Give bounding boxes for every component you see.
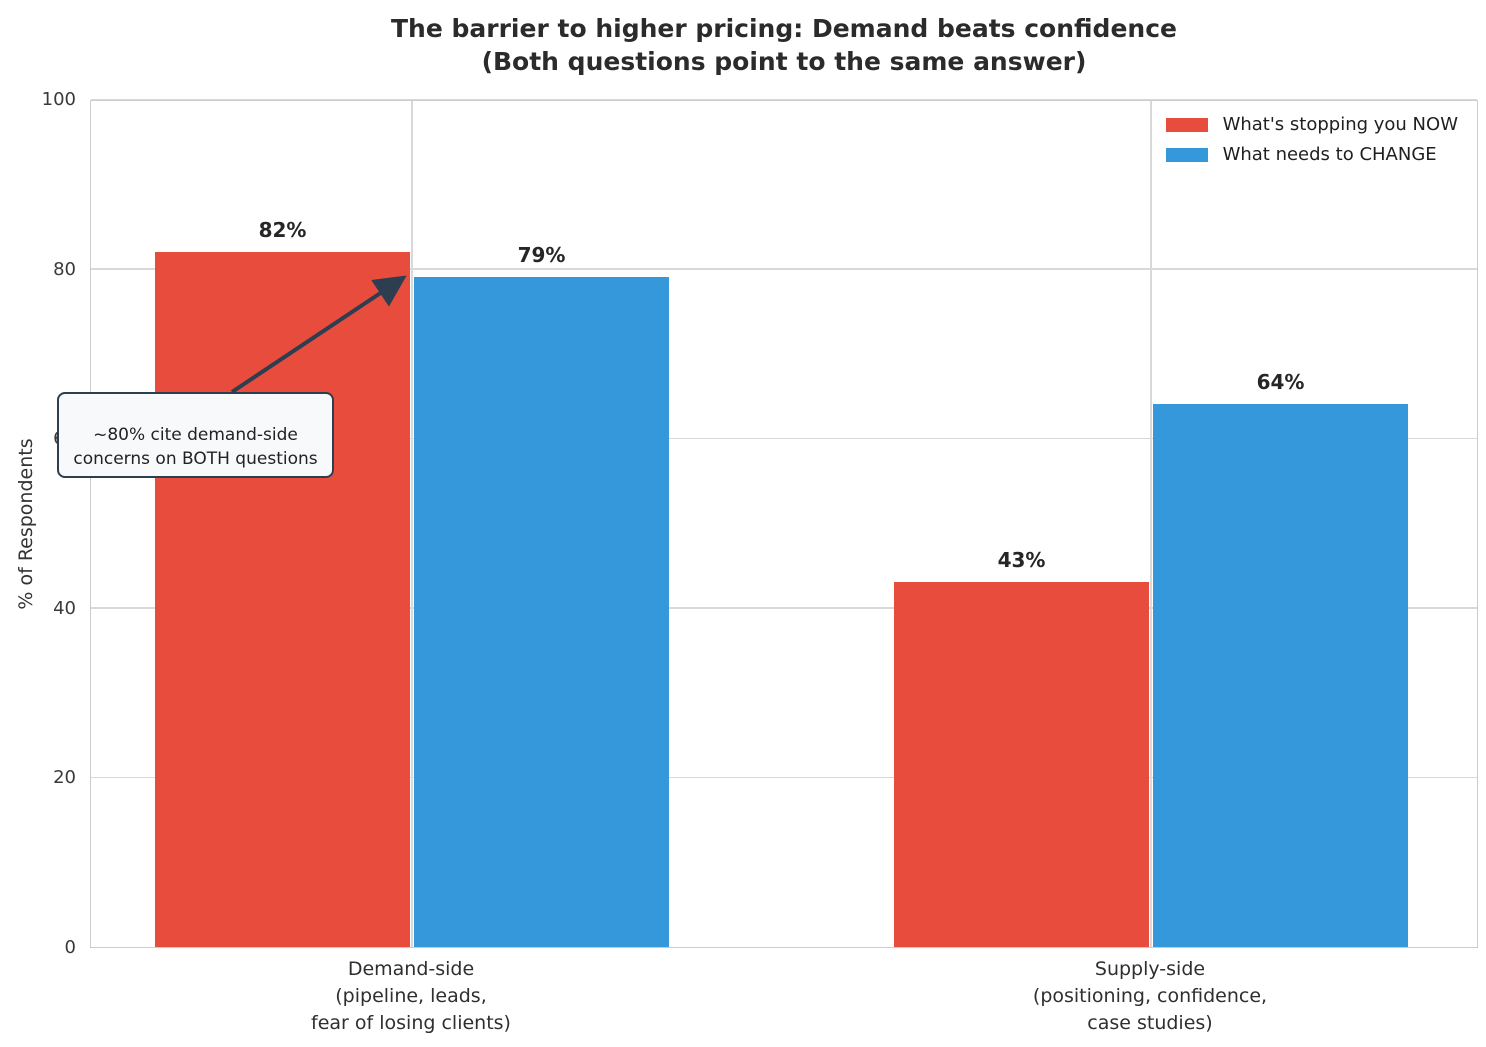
gridline-vertical-0 xyxy=(411,101,413,947)
plot-area: 82% 43% 79% 64% xyxy=(90,98,1478,948)
bar-series0-cat0 xyxy=(155,251,410,947)
chart-title-line2: (Both questions point to the same answer… xyxy=(481,47,1087,76)
y-tick-100: 100 xyxy=(41,89,76,110)
gridline-horizontal-80 xyxy=(91,268,1477,270)
legend-label-0: What's stopping you NOW xyxy=(1222,114,1458,135)
chart-title-line1: The barrier to higher pricing: Demand be… xyxy=(391,14,1177,43)
value-label-series0-cat1: 43% xyxy=(997,548,1046,573)
legend-swatch-1 xyxy=(1165,147,1208,162)
bar-series1-cat1 xyxy=(1153,404,1408,947)
gridline-horizontal-60 xyxy=(91,437,1477,440)
gridline-vertical-1 xyxy=(1150,101,1152,947)
x-category-0: Demand-side (pipeline, leads, fear of lo… xyxy=(311,958,511,1034)
annotation-box: ~80% cite demand-side concerns on BOTH q… xyxy=(57,392,334,478)
y-tick-0: 0 xyxy=(64,937,76,958)
legend: What's stopping you NOW What needs to CHA… xyxy=(1165,114,1458,165)
bar-series1-cat0 xyxy=(414,277,669,947)
y-tick-40: 40 xyxy=(53,597,76,619)
gridline-horizontal-40 xyxy=(91,607,1477,609)
x-category-1: Supply-side (positioning, confidence, ca… xyxy=(1032,958,1268,1034)
gridline-horizontal-20 xyxy=(91,776,1477,779)
value-label-series1-cat0: 79% xyxy=(517,243,566,268)
gridline-horizontal-100 xyxy=(91,98,1477,100)
chart-title: The barrier to higher pricing: Demand be… xyxy=(90,12,1478,78)
legend-item-1: What needs to CHANGE xyxy=(1165,144,1458,165)
y-tick-20: 20 xyxy=(53,767,76,789)
bar-series0-cat1 xyxy=(894,582,1149,947)
value-label-series0-cat0: 82% xyxy=(258,217,307,242)
legend-label-1: What needs to CHANGE xyxy=(1222,144,1437,165)
legend-swatch-0 xyxy=(1165,117,1208,132)
y-axis-label: % of Respondents xyxy=(15,438,37,610)
value-label-series1-cat1: 64% xyxy=(1256,370,1305,395)
legend-item-0: What's stopping you NOW xyxy=(1165,114,1458,135)
y-tick-80: 80 xyxy=(53,258,76,280)
annotation-text: ~80% cite demand-side concerns on BOTH q… xyxy=(73,425,318,469)
